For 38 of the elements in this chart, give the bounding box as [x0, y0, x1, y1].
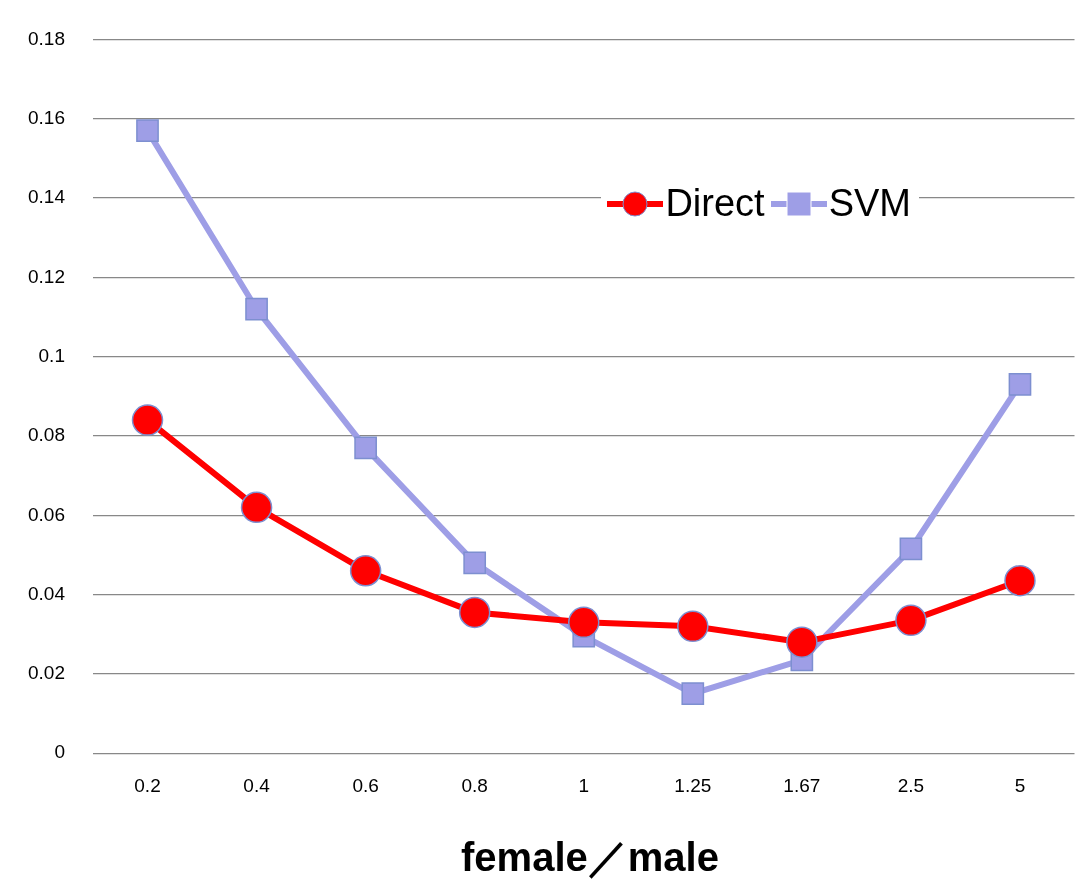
- x-tick-label: 0.6: [352, 774, 379, 796]
- point: [786, 626, 818, 658]
- y-tick-label: 0.1: [38, 344, 65, 366]
- point: [136, 119, 159, 142]
- point: [681, 682, 705, 706]
- x-tick-label: 0.2: [134, 774, 161, 796]
- y-tick-label: 0.08: [28, 424, 65, 446]
- x-axis-title: female／male: [460, 834, 720, 881]
- x-tick-label: 0.8: [461, 774, 488, 796]
- y-tick-label: 0.04: [28, 582, 66, 604]
- point: [463, 551, 487, 575]
- legend-label: Direct: [665, 182, 765, 225]
- point: [1008, 373, 1032, 396]
- point: [245, 297, 268, 321]
- point: [131, 404, 164, 436]
- point: [458, 596, 491, 629]
- point: [899, 537, 923, 561]
- point: [1004, 564, 1036, 597]
- y-tick-label: 0.18: [28, 27, 65, 49]
- point: [567, 606, 600, 639]
- y-tick-label: 0.12: [28, 265, 65, 287]
- x-tick-label: 0.4: [243, 774, 271, 796]
- point: [240, 491, 273, 524]
- point: [895, 604, 927, 637]
- y-tick-label: 0.16: [28, 106, 65, 128]
- point: [677, 610, 709, 643]
- legend-label: SVM: [828, 182, 911, 225]
- y-tick-label: 0.06: [28, 503, 65, 525]
- x-tick-label: 1.67: [783, 774, 821, 796]
- x-tick-label: 5: [1014, 774, 1026, 796]
- y-tick-label: 0.02: [28, 662, 65, 684]
- y-tick-label: 0: [54, 741, 65, 763]
- point: [349, 555, 382, 587]
- x-tick-label: 1.25: [674, 774, 712, 796]
- x-tick-label: 1: [578, 774, 590, 796]
- x-tick-label: 2.5: [897, 774, 925, 796]
- point: [354, 436, 377, 460]
- y-tick-label: 0.14: [28, 186, 66, 208]
